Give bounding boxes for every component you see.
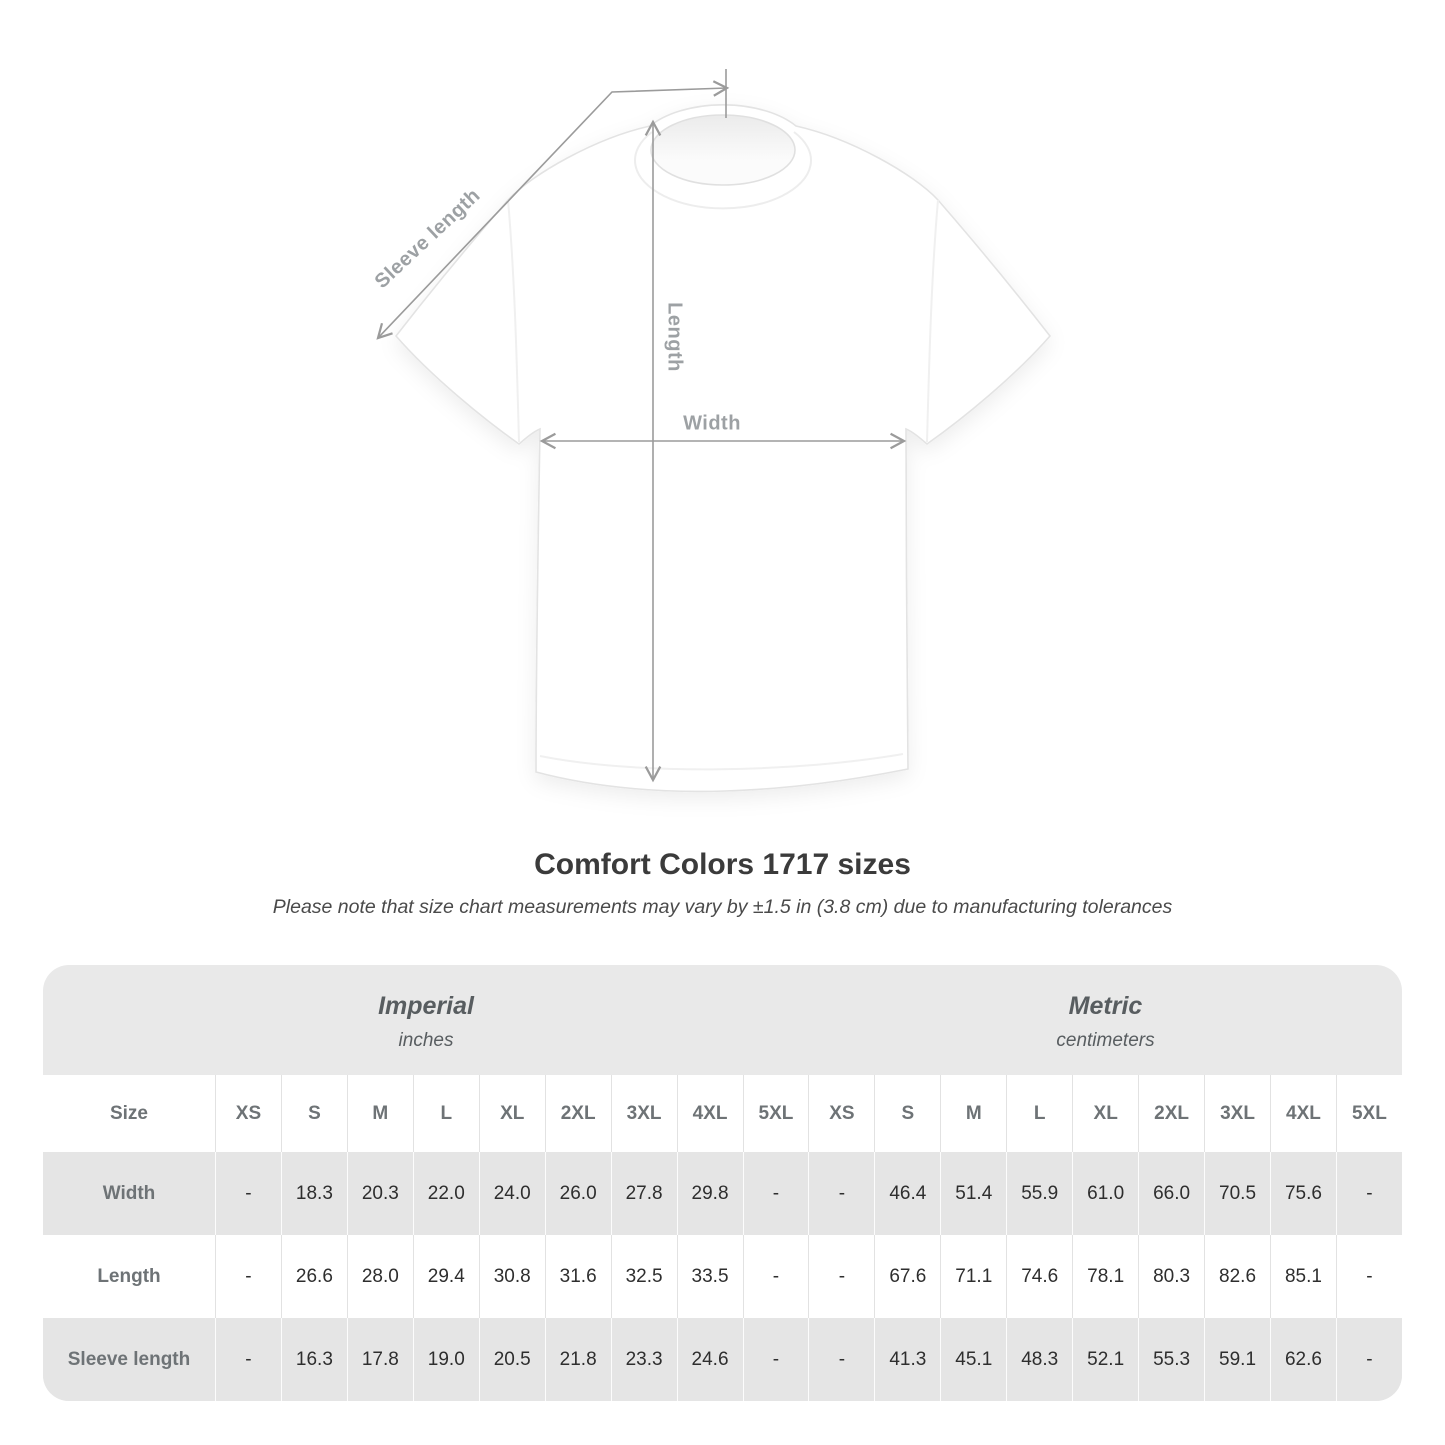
measurement-value-imperial: 22.0 [412, 1152, 479, 1235]
size-header-cell: XS [808, 1075, 874, 1152]
measurement-value-imperial: - [215, 1318, 281, 1401]
measurement-value-imperial: 33.5 [676, 1235, 743, 1318]
hem-stitch [539, 753, 904, 771]
size-header-cell: S [280, 1075, 347, 1152]
measurement-row-label: Width [102, 1182, 156, 1204]
size-header-cell: 3XL [610, 1075, 677, 1152]
table-row: Length -26.6 28.0 29.4 30.8 31.6 32.5 33.5- -67.… [43, 1235, 1402, 1318]
measurement-value-metric: - [808, 1235, 874, 1318]
unit-group-unit: centimeters [1056, 1030, 1155, 1051]
measurement-value-imperial: - [215, 1235, 281, 1318]
measurement-value-imperial: 26.6 [280, 1235, 347, 1318]
measurement-value-imperial: 29.8 [676, 1152, 743, 1235]
size-header-cell: S [874, 1075, 940, 1152]
measurement-value-metric: 45.1 [940, 1318, 1006, 1401]
size-header-cell: XS [215, 1075, 281, 1152]
measurement-value-metric: 55.3 [1138, 1318, 1204, 1401]
measurement-value-metric: 59.1 [1204, 1318, 1270, 1401]
size-header-cell: L [412, 1075, 479, 1152]
table-row: Width -18.3 20.3 22.0 24.0 26.0 27.8 29.8- -46.4… [43, 1152, 1402, 1235]
measurement-value-metric: 52.1 [1072, 1318, 1138, 1401]
measurement-value-metric: 66.0 [1138, 1152, 1204, 1235]
unit-group-unit: inches [398, 1030, 454, 1051]
measurement-value-metric: 48.3 [1006, 1318, 1072, 1401]
size-column-header: Size [109, 1102, 149, 1124]
size-header-cell: 2XL [544, 1075, 611, 1152]
collar-inner [650, 114, 796, 186]
sleeve-seam-right [926, 199, 939, 443]
measurement-value-metric: 71.1 [940, 1235, 1006, 1318]
measurement-value-metric: 55.9 [1006, 1152, 1072, 1235]
measurement-value-imperial: 32.5 [610, 1235, 677, 1318]
unit-group-row: Imperial inches Metric centimeters [43, 965, 1402, 1075]
measurement-value-metric: - [1335, 1152, 1402, 1235]
measurement-value-metric: 67.6 [874, 1235, 940, 1318]
measurement-value-metric: 62.6 [1270, 1318, 1336, 1401]
measurement-value-imperial: - [742, 1152, 809, 1235]
measurement-value-metric: 61.0 [1072, 1152, 1138, 1235]
measurement-value-imperial: 23.3 [610, 1318, 677, 1401]
measurement-value-imperial: 17.8 [346, 1318, 413, 1401]
unit-group-metric: Metric centimeters [809, 965, 1402, 1075]
size-header-cell: 4XL [1270, 1075, 1336, 1152]
size-header-cell: 4XL [676, 1075, 743, 1152]
measurement-value-imperial: 27.8 [610, 1152, 677, 1235]
measurement-value-metric: 74.6 [1006, 1235, 1072, 1318]
measurement-value-metric: 51.4 [940, 1152, 1006, 1235]
measurement-value-imperial: 26.0 [544, 1152, 611, 1235]
page-subtitle: Please note that size chart measurements… [272, 896, 1173, 918]
measurement-value-imperial: 29.4 [412, 1235, 479, 1318]
measurement-value-metric: - [808, 1152, 874, 1235]
measurement-value-metric: 80.3 [1138, 1235, 1204, 1318]
size-header-cell: M [346, 1075, 413, 1152]
unit-group-title: Metric [1068, 992, 1143, 1020]
size-header-cell: L [1006, 1075, 1072, 1152]
unit-group-imperial: Imperial inches [43, 965, 809, 1075]
measurement-value-metric: 70.5 [1204, 1152, 1270, 1235]
measurement-value-imperial: 21.8 [544, 1318, 611, 1401]
measurement-value-metric: 75.6 [1270, 1152, 1336, 1235]
length-label: Length [663, 302, 686, 372]
measurement-row-label: Length [97, 1265, 161, 1287]
measurement-value-imperial: 24.0 [478, 1152, 545, 1235]
measurement-value-imperial: 18.3 [280, 1152, 347, 1235]
measurement-value-imperial: 19.0 [412, 1318, 479, 1401]
measurement-value-imperial: - [742, 1318, 809, 1401]
sleeve-length-line [376, 80, 730, 340]
measurement-value-imperial: 20.5 [478, 1318, 545, 1401]
measurement-value-metric: 46.4 [874, 1152, 940, 1235]
measurement-value-imperial: 24.6 [676, 1318, 743, 1401]
unit-group-title: Imperial [378, 992, 474, 1020]
size-header-cell: XL [478, 1075, 545, 1152]
measurement-row-label: Sleeve length [67, 1348, 191, 1370]
size-table: Imperial inches Metric centimeters Size X… [43, 965, 1402, 1401]
tshirt-illustration [376, 69, 1052, 793]
measurement-value-imperial: - [215, 1152, 281, 1235]
size-header-cell: 5XL [1335, 1075, 1402, 1152]
measurement-value-metric: 85.1 [1270, 1235, 1336, 1318]
table-row: Sleeve length -16.3 17.8 19.0 20.5 21.8 23.3 24… [43, 1318, 1402, 1401]
measurement-value-metric: - [1335, 1318, 1402, 1401]
size-header-cell: 3XL [1204, 1075, 1270, 1152]
measurement-value-imperial: 28.0 [346, 1235, 413, 1318]
size-header-cell: 2XL [1138, 1075, 1204, 1152]
size-header-cell: 5XL [742, 1075, 809, 1152]
measurement-value-metric: - [1335, 1235, 1402, 1318]
measurement-value-imperial: 31.6 [544, 1235, 611, 1318]
measurement-value-imperial: 16.3 [280, 1318, 347, 1401]
measurement-value-imperial: - [742, 1235, 809, 1318]
size-header-cell: M [940, 1075, 1006, 1152]
measurement-value-metric: 41.3 [874, 1318, 940, 1401]
size-header-cell: XL [1072, 1075, 1138, 1152]
page-title: Comfort Colors 1717 sizes [534, 848, 911, 881]
measurement-value-imperial: 20.3 [346, 1152, 413, 1235]
measurement-value-metric: 82.6 [1204, 1235, 1270, 1318]
measurement-value-metric: 78.1 [1072, 1235, 1138, 1318]
size-header-row: Size XS S M L XL 2XL 3XL 4XL 5XL XS S M L XL 2XL 3XL 4XL 5… [43, 1075, 1402, 1152]
measurement-value-metric: - [808, 1318, 874, 1401]
width-label: Width [683, 412, 741, 435]
measurement-value-imperial: 30.8 [478, 1235, 545, 1318]
